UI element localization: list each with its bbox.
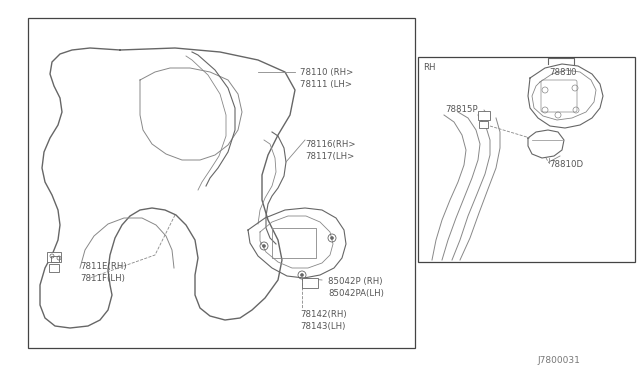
Text: 78143(LH): 78143(LH)	[300, 322, 346, 331]
Text: 78117(LH>: 78117(LH>	[305, 152, 355, 161]
Circle shape	[262, 244, 266, 247]
Bar	[49, 264, 59, 272]
Circle shape	[301, 273, 303, 276]
Bar	[418, 57, 635, 262]
Text: 78815P: 78815P	[445, 105, 477, 114]
Bar	[51, 256, 59, 262]
Bar	[479, 121, 488, 128]
Text: 78810D: 78810D	[549, 160, 583, 169]
Bar	[28, 18, 415, 348]
Circle shape	[330, 237, 333, 240]
Text: 85042PA(LH): 85042PA(LH)	[328, 289, 384, 298]
Text: 78142(RH): 78142(RH)	[300, 310, 347, 319]
Text: 78116(RH>: 78116(RH>	[305, 140, 355, 149]
Text: 85042P (RH): 85042P (RH)	[328, 277, 383, 286]
Text: 78111 (LH>: 78111 (LH>	[300, 80, 352, 89]
Text: 78810: 78810	[549, 68, 577, 77]
Text: J7800031: J7800031	[537, 356, 580, 365]
Text: 7811E(RH): 7811E(RH)	[80, 262, 127, 271]
Bar	[47, 252, 61, 262]
Text: 78110 (RH>: 78110 (RH>	[300, 68, 353, 77]
Bar	[302, 278, 318, 288]
Bar	[478, 111, 490, 120]
Text: 7811F(LH): 7811F(LH)	[80, 274, 125, 283]
Text: RH: RH	[423, 63, 435, 72]
